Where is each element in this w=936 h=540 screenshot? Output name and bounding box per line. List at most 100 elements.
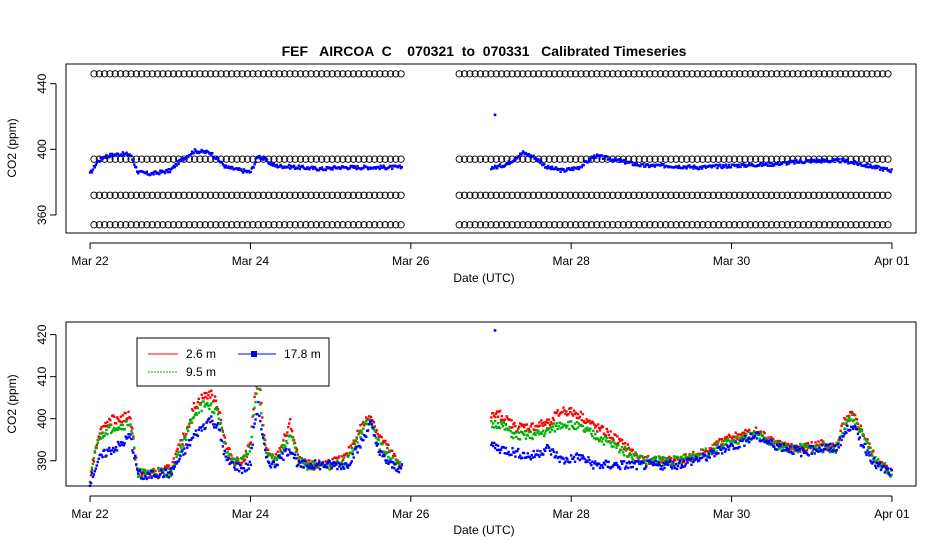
upper-calibration-point <box>508 191 516 199</box>
upper-point-17-8-m <box>254 160 257 164</box>
lower-point-17-8-m <box>292 456 296 460</box>
lower-point-9-5-m <box>169 474 173 478</box>
lower-point-2-6-m <box>104 421 107 425</box>
lower-point-9-5-m <box>171 464 175 468</box>
lower-point-9-5-m <box>178 453 181 457</box>
lower-point-17-8-m <box>272 460 276 463</box>
upper-calibration-point <box>587 221 596 229</box>
upper-point-17-8-m <box>320 166 324 169</box>
lower-point-9-5-m <box>548 431 552 434</box>
lower-point-17-8-m <box>616 464 619 467</box>
lower-point-17-8-m <box>492 444 495 448</box>
lower-point-9-5-m <box>182 444 185 447</box>
lower-point-9-5-m <box>834 451 838 454</box>
lower-point-17-8-m <box>642 461 645 464</box>
lower-point-9-5-m <box>281 450 284 454</box>
upper-calibration-point <box>466 221 474 229</box>
lower-point-17-8-m <box>890 468 893 472</box>
lower-point-9-5-m <box>176 453 179 456</box>
lower-point-17-8-m <box>238 470 241 473</box>
lower-point-17-8-m <box>664 463 667 466</box>
upper-calibration-point <box>587 191 596 199</box>
lower-point-2-6-m <box>241 455 245 459</box>
upper-calibration-point <box>550 221 559 229</box>
lower-point-17-8-m <box>674 462 678 466</box>
lower-point-17-8-m <box>837 446 840 449</box>
upper-calibration-point <box>466 70 474 78</box>
upper-calibration-point <box>545 155 553 163</box>
lower-point-17-8-m <box>167 476 171 479</box>
upper-calibration-point <box>175 191 183 199</box>
lower-point-9-5-m <box>662 464 665 467</box>
upper-spike-point <box>493 113 497 117</box>
lower-point-9-5-m <box>617 444 620 447</box>
lower-point-2-6-m <box>561 410 564 414</box>
lower-point-2-6-m <box>701 448 705 452</box>
lower-point-9-5-m <box>581 424 584 428</box>
lower-point-2-6-m <box>260 401 263 405</box>
lower-point-2-6-m <box>502 420 506 423</box>
lower-point-9-5-m <box>687 455 690 459</box>
lower-point-17-8-m <box>697 459 701 462</box>
lower-point-17-8-m <box>369 419 373 423</box>
upper-calibration-point <box>646 221 654 229</box>
lower-point-2-6-m <box>149 474 152 478</box>
lower-point-9-5-m <box>193 413 197 416</box>
lower-point-9-5-m <box>116 428 120 431</box>
lower-point-17-8-m <box>258 414 261 418</box>
upper-calibration-point <box>164 155 172 163</box>
upper-calibration-point <box>635 70 643 78</box>
upper-point-17-8-m <box>105 153 108 157</box>
lower-point-17-8-m <box>822 449 825 452</box>
upper-point-17-8-m <box>737 163 740 166</box>
lower-point-9-5-m <box>645 462 648 466</box>
lower-point-9-5-m <box>340 460 344 463</box>
upper-point-17-8-m <box>145 170 149 173</box>
upper-calibration-point <box>773 221 781 229</box>
lower-point-9-5-m <box>504 423 507 427</box>
lower-point-2-6-m <box>283 433 286 436</box>
lower-point-9-5-m <box>649 458 653 461</box>
lower-point-17-8-m <box>185 443 188 446</box>
lower-point-2-6-m <box>122 419 125 423</box>
upper-calibration-point <box>741 70 749 78</box>
upper-calibration-point <box>344 221 352 229</box>
lower-point-2-6-m <box>579 410 583 414</box>
lower-point-2-6-m <box>391 449 394 453</box>
lower-point-9-5-m <box>671 464 675 467</box>
lower-point-9-5-m <box>885 470 889 473</box>
upper-calibration-point <box>243 191 252 199</box>
upper-point-17-8-m <box>220 160 224 164</box>
upper-calibration-point <box>603 221 612 229</box>
lower-point-2-6-m <box>500 414 504 418</box>
lower-point-2-6-m <box>111 414 115 417</box>
lower-point-2-6-m <box>358 431 361 435</box>
upper-point-17-8-m <box>114 153 118 157</box>
lower-point-17-8-m <box>529 458 532 461</box>
upper-point-17-8-m <box>348 166 352 170</box>
upper-calibration-point <box>815 221 823 229</box>
lower-point-9-5-m <box>229 453 232 456</box>
upper-calibration-point <box>762 221 770 229</box>
lower-point-17-8-m <box>162 475 166 478</box>
lower-point-2-6-m <box>522 425 526 429</box>
upper-point-17-8-m <box>605 155 608 158</box>
upper-point-17-8-m <box>215 155 219 159</box>
lower-point-9-5-m <box>845 421 848 424</box>
lower-point-9-5-m <box>364 422 367 425</box>
lower-point-9-5-m <box>620 449 623 452</box>
upper-calibration-point <box>254 191 262 199</box>
lower-point-9-5-m <box>511 431 514 435</box>
lower-point-9-5-m <box>568 427 571 431</box>
lower-point-17-8-m <box>326 462 329 465</box>
lower-point-17-8-m <box>285 447 288 451</box>
upper-calibration-point <box>471 155 479 163</box>
lower-point-17-8-m <box>670 465 673 469</box>
lower-point-9-5-m <box>227 454 230 457</box>
lower-point-17-8-m <box>259 419 262 423</box>
lower-point-9-5-m <box>224 451 227 454</box>
upper-point-17-8-m <box>508 162 511 166</box>
lower-point-2-6-m <box>743 432 746 435</box>
lower-point-9-5-m <box>805 444 809 448</box>
lower-point-9-5-m <box>387 456 390 459</box>
